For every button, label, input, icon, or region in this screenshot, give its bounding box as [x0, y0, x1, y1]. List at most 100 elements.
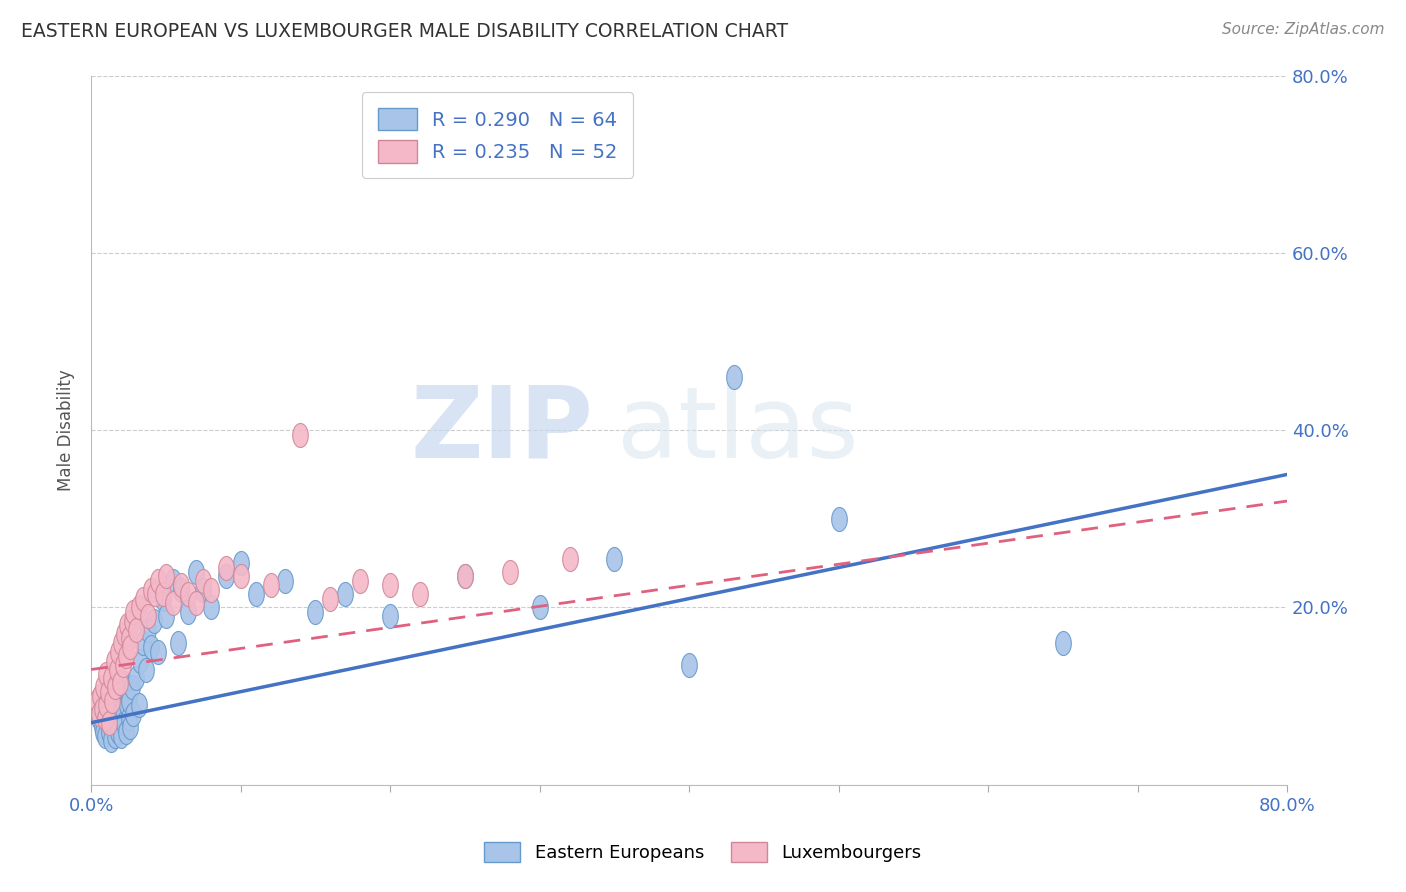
- Point: [139, 640, 162, 655]
- Point: [121, 680, 143, 694]
- Point: [98, 724, 121, 739]
- Point: [105, 663, 128, 677]
- Point: [93, 711, 115, 725]
- Point: [148, 645, 170, 659]
- Point: [135, 663, 157, 677]
- Point: [678, 658, 700, 673]
- Point: [115, 618, 138, 632]
- Point: [184, 596, 207, 610]
- Legend: R = 0.290   N = 64, R = 0.235   N = 52: R = 0.290 N = 64, R = 0.235 N = 52: [363, 93, 633, 178]
- Point: [110, 684, 132, 698]
- Point: [89, 689, 111, 703]
- Text: ZIP: ZIP: [411, 382, 593, 479]
- Point: [200, 582, 222, 597]
- Point: [125, 623, 148, 637]
- Point: [115, 698, 138, 712]
- Point: [454, 569, 477, 583]
- Text: atlas: atlas: [617, 382, 859, 479]
- Point: [103, 720, 125, 734]
- Point: [104, 680, 127, 694]
- Point: [200, 600, 222, 615]
- Point: [128, 600, 150, 615]
- Point: [118, 720, 141, 734]
- Point: [499, 565, 522, 579]
- Point: [378, 609, 401, 624]
- Point: [112, 715, 135, 730]
- Point: [94, 667, 117, 681]
- Point: [132, 636, 155, 650]
- Point: [177, 605, 200, 619]
- Point: [103, 654, 125, 668]
- Text: Source: ZipAtlas.com: Source: ZipAtlas.com: [1222, 22, 1385, 37]
- Point: [111, 702, 134, 716]
- Point: [105, 715, 128, 730]
- Point: [108, 675, 131, 690]
- Point: [87, 711, 110, 725]
- Point: [94, 693, 117, 707]
- Point: [128, 698, 150, 712]
- Text: EASTERN EUROPEAN VS LUXEMBOURGER MALE DISABILITY CORRELATION CHART: EASTERN EUROPEAN VS LUXEMBOURGER MALE DI…: [21, 22, 789, 41]
- Point: [111, 658, 134, 673]
- Point: [107, 693, 129, 707]
- Point: [335, 587, 357, 601]
- Point: [107, 724, 129, 739]
- Point: [152, 591, 174, 606]
- Point: [136, 609, 159, 624]
- Point: [139, 582, 162, 597]
- Point: [101, 711, 124, 725]
- Point: [142, 614, 165, 628]
- Point: [136, 623, 159, 637]
- Point: [723, 370, 745, 384]
- Point: [304, 605, 326, 619]
- Point: [117, 711, 139, 725]
- Point: [103, 698, 125, 712]
- Point: [409, 587, 432, 601]
- Legend: Eastern Europeans, Luxembourgers: Eastern Europeans, Luxembourgers: [477, 834, 929, 870]
- Point: [110, 729, 132, 743]
- Point: [166, 636, 188, 650]
- Point: [122, 605, 145, 619]
- Point: [121, 614, 143, 628]
- Point: [97, 715, 120, 730]
- Point: [98, 702, 121, 716]
- Point: [117, 632, 139, 646]
- Point: [259, 578, 281, 592]
- Point: [229, 556, 252, 570]
- Point: [162, 596, 184, 610]
- Point: [97, 684, 120, 698]
- Point: [215, 569, 238, 583]
- Point: [86, 693, 108, 707]
- Point: [90, 720, 112, 734]
- Point: [148, 574, 170, 588]
- Point: [319, 591, 342, 606]
- Point: [90, 702, 112, 716]
- Point: [245, 587, 267, 601]
- Point: [108, 706, 131, 721]
- Point: [112, 675, 135, 690]
- Point: [155, 569, 177, 583]
- Point: [454, 569, 477, 583]
- Point: [100, 672, 122, 686]
- Point: [827, 512, 849, 526]
- Point: [162, 574, 184, 588]
- Point: [98, 715, 121, 730]
- Point: [114, 649, 136, 664]
- Point: [290, 427, 312, 442]
- Point: [110, 636, 132, 650]
- Point: [91, 680, 114, 694]
- Point: [112, 627, 135, 641]
- Point: [558, 551, 581, 566]
- Point: [122, 706, 145, 721]
- Point: [104, 680, 127, 694]
- Point: [117, 693, 139, 707]
- Point: [118, 640, 141, 655]
- Point: [193, 574, 215, 588]
- Point: [94, 706, 117, 721]
- Point: [132, 591, 155, 606]
- Point: [93, 729, 115, 743]
- Point: [107, 645, 129, 659]
- Point: [170, 582, 193, 597]
- Point: [91, 724, 114, 739]
- Point: [378, 578, 401, 592]
- Point: [529, 600, 551, 615]
